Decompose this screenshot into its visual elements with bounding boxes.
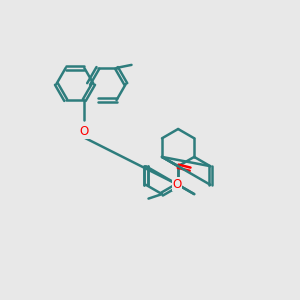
Text: O: O bbox=[80, 125, 89, 138]
Text: O: O bbox=[172, 178, 182, 191]
